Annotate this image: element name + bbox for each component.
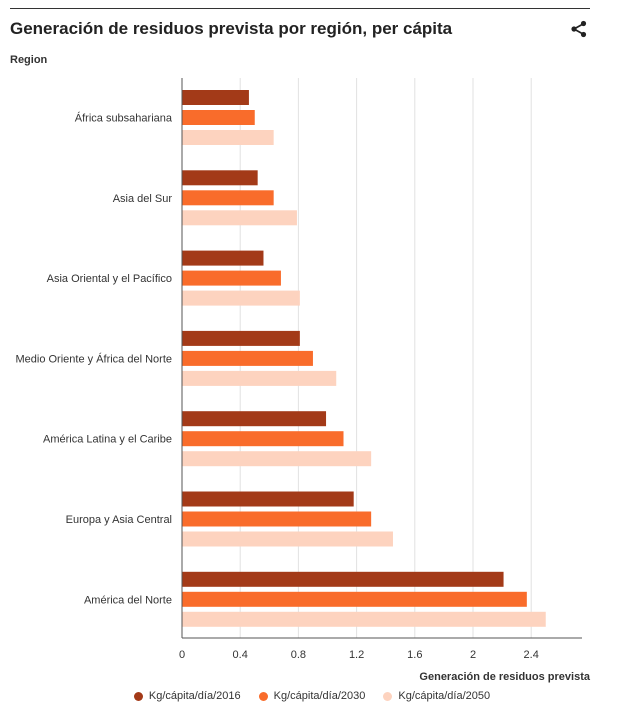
bar xyxy=(182,611,546,627)
category-label: América Latina y el Caribe xyxy=(43,434,172,446)
legend-label-2016: Kg/cápita/día/2016 xyxy=(148,690,241,702)
legend: Kg/cápita/día/2016 Kg/cápita/día/2030 Kg… xyxy=(0,690,624,702)
legend-item-2030[interactable]: Kg/cápita/día/2030 xyxy=(258,690,366,702)
bar xyxy=(182,110,255,125)
legend-swatch-2016 xyxy=(133,691,143,701)
bar xyxy=(182,170,258,186)
legend-label-2050: Kg/cápita/día/2050 xyxy=(398,690,491,702)
bar xyxy=(182,350,313,366)
bar xyxy=(182,411,327,427)
category-label: Medio Oriente y África del Norte xyxy=(15,352,172,365)
bar xyxy=(182,511,372,527)
category-label: Asia del Sur xyxy=(113,193,173,205)
x-tick-label: 1.6 xyxy=(407,649,422,661)
legend-item-2050[interactable]: Kg/cápita/día/2050 xyxy=(383,690,490,702)
bar xyxy=(182,130,274,145)
share-icon xyxy=(571,20,587,38)
x-tick-label: 0 xyxy=(179,649,185,661)
bar xyxy=(182,531,393,547)
bar xyxy=(182,370,337,386)
x-axis-title: Generación de residuos prevista xyxy=(419,671,590,683)
share-button[interactable] xyxy=(568,18,590,40)
bar xyxy=(182,431,344,447)
legend-swatch-2050 xyxy=(383,691,393,701)
x-tick-label: 1.2 xyxy=(349,649,364,661)
chart-title: Generación de residuos prevista por regi… xyxy=(10,19,453,38)
category-label: Europa y Asia Central xyxy=(66,514,172,526)
bar xyxy=(182,290,300,306)
bar xyxy=(182,571,504,587)
bar xyxy=(182,491,354,507)
bar xyxy=(182,250,264,266)
legend-label-2030: Kg/cápita/día/2030 xyxy=(273,690,366,702)
bar xyxy=(182,330,300,346)
category-label: Asia Oriental y el Pacífico xyxy=(47,273,172,285)
y-axis-title: Region xyxy=(10,54,48,66)
x-tick-label: 2.4 xyxy=(524,649,539,661)
bar xyxy=(182,190,274,206)
category-label: África subsahariana xyxy=(75,112,173,125)
x-tick-label: 0.4 xyxy=(233,649,248,661)
top-rule xyxy=(10,8,590,9)
bar xyxy=(182,210,297,226)
bar xyxy=(182,451,372,467)
bar xyxy=(182,591,527,607)
bar xyxy=(182,90,249,105)
x-tick-label: 0.8 xyxy=(291,649,306,661)
category-label: América del Norte xyxy=(84,594,172,606)
x-tick-label: 2 xyxy=(470,649,476,661)
legend-item-2016[interactable]: Kg/cápita/día/2016 xyxy=(133,690,241,702)
bar xyxy=(182,270,281,286)
legend-swatch-2030 xyxy=(258,691,268,701)
